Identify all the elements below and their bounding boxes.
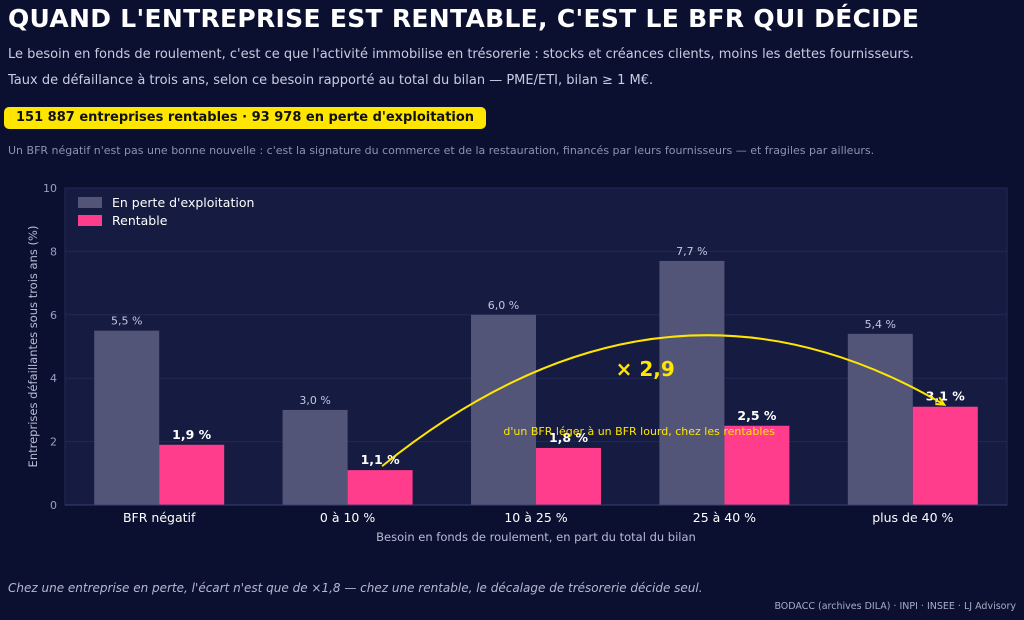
population-badge: 151 887 entreprises rentables · 93 978 e… [4, 107, 487, 129]
data-label-loss: 3,0 % [299, 394, 330, 407]
bar-loss [847, 333, 913, 505]
annotation-multiplier: × 2,9 [616, 357, 675, 381]
legend: En perte d'exploitation Rentable [78, 195, 254, 228]
y-tick-label: 6 [50, 309, 57, 322]
y-tick-label: 4 [50, 372, 57, 385]
bar-profitable [536, 447, 601, 505]
bar-profitable [912, 406, 978, 505]
x-tick-label: 10 à 25 % [504, 510, 567, 525]
subtitle-definition: Le besoin en fonds de roulement, c'est c… [8, 47, 914, 62]
data-label-loss: 7,7 % [676, 245, 707, 258]
bar-loss [659, 260, 725, 505]
data-label-profitable: 2,5 % [737, 408, 776, 423]
legend-swatch [78, 197, 102, 208]
bar-profitable [159, 444, 225, 505]
data-label-profitable: 1,9 % [172, 427, 211, 442]
y-axis-label: Entreprises défaillantes sous trois ans … [26, 226, 40, 468]
data-label-loss: 5,4 % [865, 318, 896, 331]
bar-profitable [724, 425, 790, 505]
y-tick-label: 0 [50, 499, 57, 512]
x-tick-label: plus de 40 % [872, 510, 953, 525]
x-tick-label: 25 à 40 % [693, 510, 756, 525]
bar-loss [282, 409, 348, 505]
x-tick-label: BFR négatif [123, 510, 196, 525]
subtitle-scope: Taux de défaillance à trois ans, selon c… [8, 73, 654, 88]
annotation-arc [381, 334, 945, 467]
data-label-profitable: 3,1 % [926, 389, 965, 404]
source-credit: BODACC (archives DILA) · INPI · INSEE · … [774, 601, 1016, 612]
x-axis-label: Besoin en fonds de roulement, en part du… [376, 530, 696, 544]
context-note: Un BFR négatif n'est pas une bonne nouve… [8, 144, 875, 157]
legend-label: En perte d'exploitation [112, 195, 254, 210]
bar-loss [94, 330, 160, 505]
data-label-profitable: 1,8 % [549, 430, 588, 445]
page-title: QUAND L'ENTREPRISE EST RENTABLE, C'EST L… [8, 4, 920, 33]
data-label-loss: 6,0 % [488, 299, 519, 312]
axes-layer: 0 2 4 6 8 10 BFR négatif 0 à 10 % 10 à 25 % 25 à … [26, 182, 1007, 544]
annotation-caption: d'un BFR léger à un BFR lourd, chez les … [503, 425, 775, 438]
legend-label: Rentable [112, 213, 168, 228]
growth-annotation: × 2,9 d'un BFR léger à un BFR lourd, chez… [381, 334, 947, 467]
y-tick-label: 2 [50, 436, 57, 449]
bar-loss [471, 314, 536, 505]
y-tick-label: 8 [50, 245, 57, 258]
x-tick-label: 0 à 10 % [320, 510, 375, 525]
y-tick-label: 10 [43, 182, 57, 195]
footer-note: Chez une entreprise en perte, l'écart n'… [8, 581, 703, 595]
legend-swatch [78, 215, 102, 226]
bar-profitable [347, 470, 413, 505]
annotation-arrowhead [935, 396, 947, 406]
data-label-loss: 5,5 % [111, 315, 142, 328]
data-label-profitable: 1,1 % [361, 452, 400, 467]
bars-layer: 5,5 % 3,0 % 6,0 % 7,7 % 5,4 % 1,9 % 1,1 % 1,8 %… [94, 245, 978, 505]
